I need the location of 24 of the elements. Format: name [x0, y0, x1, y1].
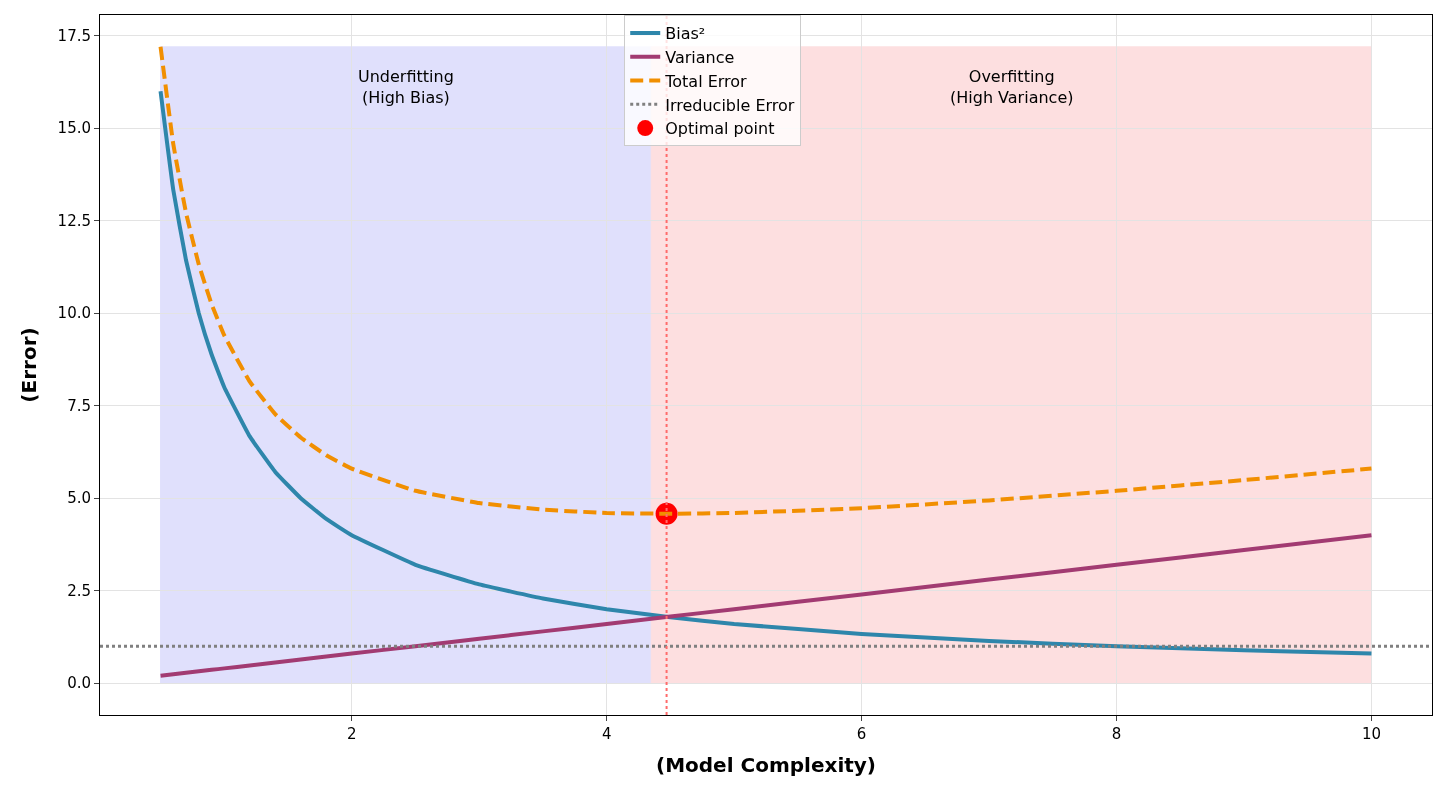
y-tick-label: 5.0	[67, 489, 91, 508]
y-tick-label: 12.5	[57, 211, 91, 230]
x-tick-label: 8	[1111, 725, 1122, 743]
band-label: Overfitting (High Variance)	[950, 67, 1074, 107]
x-tick-label: 4	[601, 725, 612, 743]
x-tick-label: 2	[346, 725, 357, 743]
y-tick-label: 7.5	[67, 396, 91, 415]
band-label: Underfitting (High Bias)	[358, 67, 454, 107]
y-tick-label: 0.0	[67, 674, 91, 693]
x-axis-title: (Model Complexity)	[656, 752, 876, 777]
legend-label: Bias²	[665, 24, 706, 44]
x-tick-label: 6	[856, 725, 867, 743]
y-tick-label: 17.5	[57, 26, 91, 45]
x-tick-label: 10	[1361, 725, 1381, 743]
legend-label: Optimal point	[665, 119, 775, 139]
y-axis-title: (Error)	[17, 327, 42, 403]
legend-label: Total Error	[664, 71, 748, 91]
y-tick-label: 10.0	[57, 304, 91, 323]
line-series	[158, 533, 1374, 678]
legend-label: Variance	[665, 47, 735, 67]
legend-label: Irreducible Error	[665, 95, 795, 115]
y-tick-label: 2.5	[67, 581, 91, 600]
y-tick-label: 15.0	[57, 119, 91, 138]
line-series	[158, 89, 1374, 656]
